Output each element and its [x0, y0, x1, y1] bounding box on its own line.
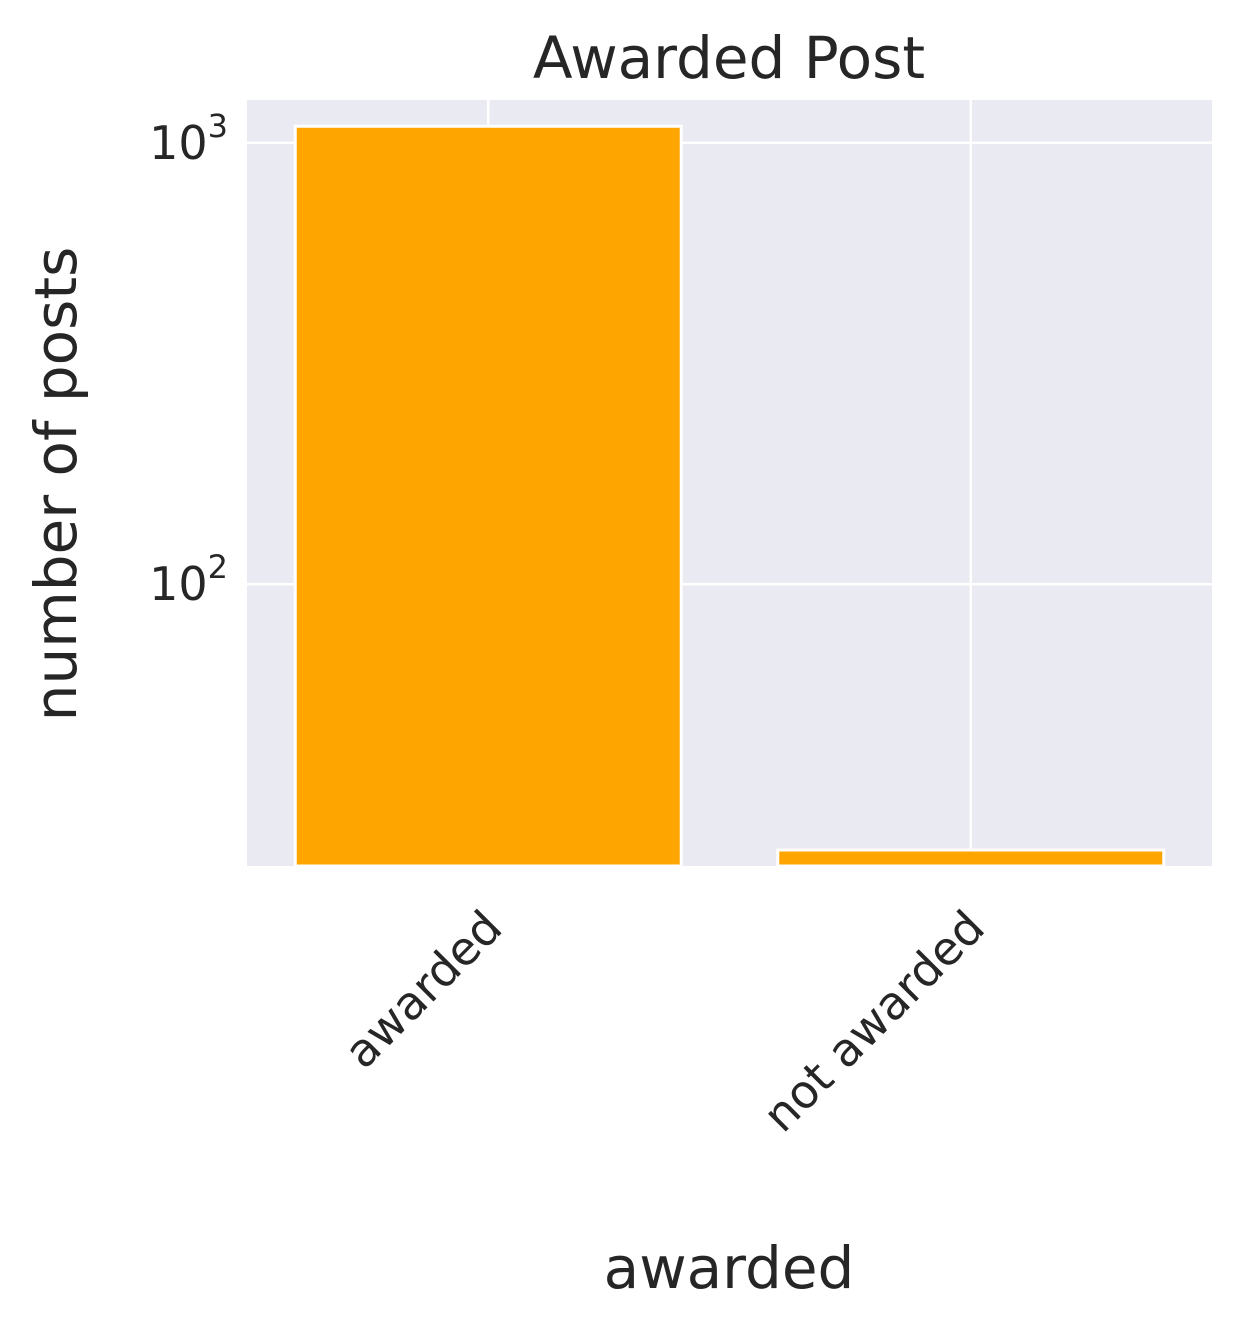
y-tick-labels: 102 103 — [149, 107, 228, 611]
x-tick-label: not awarded — [752, 900, 994, 1142]
x-tick-label: awarded — [334, 900, 513, 1079]
bar-not-awarded — [776, 848, 1166, 868]
y-tick-label: 103 — [149, 107, 228, 170]
bar-awarded — [293, 124, 683, 868]
bars — [293, 124, 1166, 868]
y-axis-label: number of posts — [22, 247, 90, 722]
x-axis-label: awarded — [604, 1234, 855, 1302]
y-tick-label: 102 — [149, 548, 228, 611]
x-tick-labels: awarded not awarded — [334, 900, 995, 1142]
chart-title: Awarded Post — [533, 24, 925, 92]
